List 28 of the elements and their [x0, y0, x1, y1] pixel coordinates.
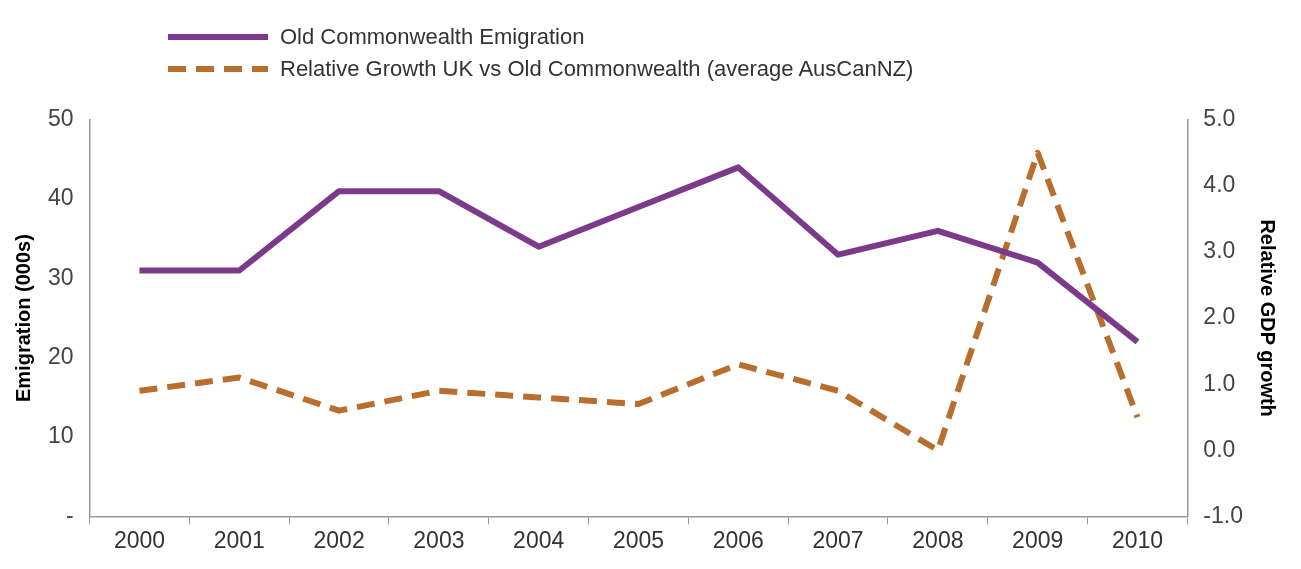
y-tick-label: 10	[47, 422, 74, 449]
x-tick-label: 2006	[712, 526, 764, 553]
x-tick-label: 2008	[912, 526, 964, 553]
y-tick-label: 30	[47, 263, 74, 290]
legend-label: Relative Growth UK vs Old Commonwealth (average AusCanNZ)	[280, 56, 914, 82]
legend-label: Old Commonwealth Emigration	[280, 24, 585, 50]
y2-tick-label: 3.0	[1203, 237, 1236, 264]
y2-tick-label: 5.0	[1203, 105, 1236, 132]
y2-axis-title: Relative GDP growth	[1257, 219, 1280, 417]
x-tick-label: 2001	[213, 526, 265, 553]
y2-tick-label: 1.0	[1203, 369, 1236, 396]
y-axis-title: Emigration (000s)	[11, 234, 34, 403]
y-tick-label: -	[65, 501, 74, 528]
x-tick-label: 2010	[1111, 526, 1164, 553]
x-tick-label: 2004	[513, 526, 565, 553]
x-tick-label: 2002	[313, 526, 365, 553]
y2-tick-label: -1.0	[1203, 501, 1244, 528]
x-tick-label: 2000	[113, 526, 166, 553]
x-tick-label: 2009	[1012, 526, 1064, 553]
y-tick-label: 50	[47, 105, 74, 132]
x-tick-label: 2003	[413, 526, 465, 553]
y-tick-label: 20	[47, 343, 74, 370]
y2-tick-label: 4.0	[1203, 171, 1236, 198]
y2-tick-label: 0.0	[1203, 435, 1236, 462]
y-tick-label: 40	[47, 184, 74, 211]
x-tick-label: 2005	[612, 526, 665, 553]
y2-tick-label: 2.0	[1203, 303, 1236, 330]
x-tick-label: 2007	[812, 526, 864, 553]
